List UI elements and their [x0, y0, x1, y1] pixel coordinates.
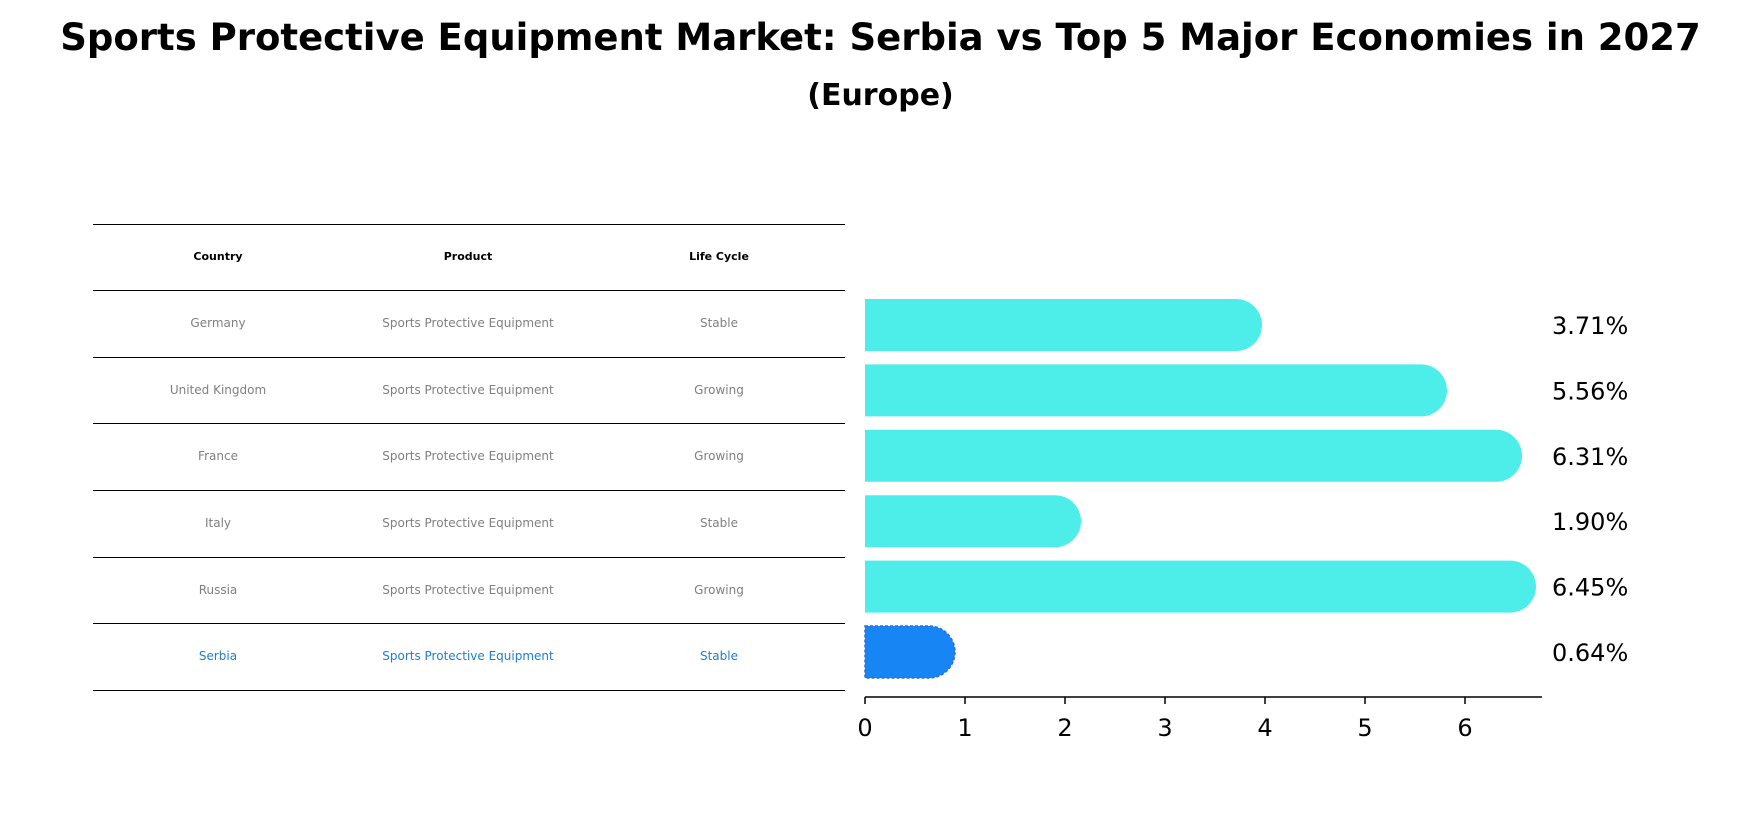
x-tick-label: 1 — [957, 714, 972, 742]
cell-life-cycle: Stable — [699, 316, 738, 330]
data-label: 1.90% — [1552, 508, 1628, 536]
table-row: Russia Sports Protective Equipment Growi… — [93, 557, 845, 623]
table-rule — [93, 357, 845, 358]
cell-product: Sports Protective Equipment — [382, 316, 554, 330]
bar-germany — [865, 299, 1262, 351]
data-label: 6.31% — [1552, 443, 1628, 471]
table-row: France Sports Protective Equipment Growi… — [93, 423, 845, 489]
x-tick-label: 4 — [1257, 714, 1272, 742]
cell-country: Italy — [204, 516, 232, 530]
table-rule — [93, 623, 845, 624]
table-rule — [93, 557, 845, 558]
cell-country: United Kingdom — [169, 383, 267, 397]
bar-serbia — [864, 625, 956, 679]
header-country: Country — [193, 250, 243, 263]
cell-product: Sports Protective Equipment — [382, 516, 554, 530]
bar-italy — [865, 495, 1081, 548]
table-rule — [93, 690, 845, 691]
bar-russia — [865, 560, 1536, 613]
table-header-row: Country Product Life Cycle — [93, 224, 845, 290]
x-tick-label: 6 — [1457, 714, 1472, 742]
bar-united-kingdom — [865, 364, 1447, 417]
table-row: Italy Sports Protective Equipment Stable — [93, 490, 845, 556]
table-rule — [93, 423, 845, 424]
chart-title: Sports Protective Equipment Market: Serb… — [60, 16, 1701, 59]
chart-subtitle: (Europe) — [807, 78, 954, 113]
x-tick-label: 2 — [1057, 714, 1072, 742]
cell-country: Germany — [190, 316, 246, 330]
table-rule — [93, 224, 845, 225]
cell-product: Sports Protective Equipment — [382, 449, 554, 463]
cell-life-cycle: Growing — [694, 383, 744, 397]
header-product: Product — [443, 250, 493, 263]
bar-france — [865, 429, 1522, 482]
data-label: 6.45% — [1552, 574, 1628, 602]
table-rule — [93, 290, 845, 291]
cell-product: Sports Protective Equipment — [382, 649, 554, 663]
data-label: 0.64% — [1552, 639, 1628, 667]
cell-life-cycle: Stable — [699, 649, 738, 663]
table-row-highlight: Serbia Sports Protective Equipment Stabl… — [93, 623, 845, 689]
cell-life-cycle: Growing — [694, 583, 744, 597]
x-tick-label: 0 — [857, 714, 872, 742]
table-rule — [93, 490, 845, 491]
table-row: United Kingdom Sports Protective Equipme… — [93, 357, 845, 423]
data-label: 3.71% — [1552, 312, 1628, 340]
cell-product: Sports Protective Equipment — [382, 583, 554, 597]
x-tick-label: 5 — [1357, 714, 1372, 742]
cell-life-cycle: Growing — [694, 449, 744, 463]
header-life-cycle: Life Cycle — [689, 250, 749, 263]
data-label: 5.56% — [1552, 377, 1628, 405]
x-tick-label: 3 — [1157, 714, 1172, 742]
cell-product: Sports Protective Equipment — [382, 383, 554, 397]
cell-life-cycle: Stable — [699, 516, 738, 530]
cell-country: Serbia — [198, 649, 238, 663]
table-row: Germany Sports Protective Equipment Stab… — [93, 290, 845, 356]
cell-country: Russia — [198, 583, 238, 597]
cell-country: France — [198, 449, 238, 463]
